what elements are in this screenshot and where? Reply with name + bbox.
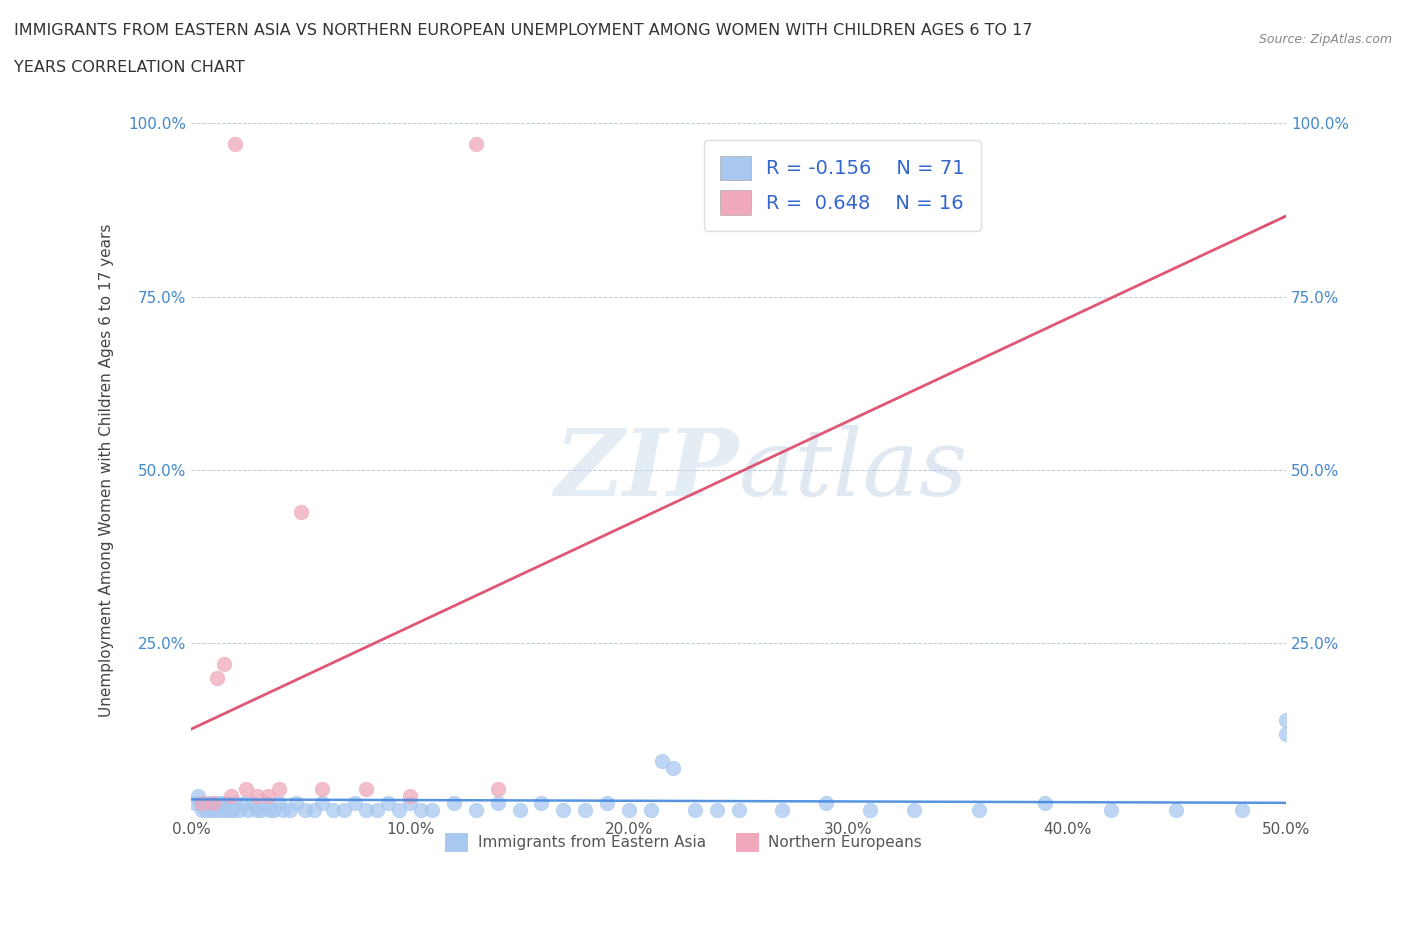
Point xyxy=(399,789,422,804)
Text: Source: ZipAtlas.com: Source: ZipAtlas.com xyxy=(1258,33,1392,46)
Point xyxy=(191,795,214,810)
Point xyxy=(204,795,226,810)
Point xyxy=(727,803,749,817)
Point xyxy=(1033,795,1056,810)
Point xyxy=(191,803,214,817)
Point xyxy=(443,795,465,810)
Point xyxy=(322,803,344,817)
Point xyxy=(259,803,281,817)
Point xyxy=(254,795,277,810)
Point xyxy=(486,795,509,810)
Point xyxy=(211,803,233,817)
Point xyxy=(219,803,242,817)
Point xyxy=(356,803,378,817)
Point xyxy=(267,781,290,796)
Point xyxy=(553,803,575,817)
Point xyxy=(366,803,388,817)
Point xyxy=(207,671,229,685)
Text: atlas: atlas xyxy=(738,425,969,515)
Point xyxy=(662,761,685,776)
Point xyxy=(596,795,619,810)
Point xyxy=(207,803,229,817)
Point xyxy=(188,795,211,810)
Point xyxy=(1166,803,1188,817)
Point xyxy=(212,795,235,810)
Point xyxy=(1230,803,1253,817)
Text: IMMIGRANTS FROM EASTERN ASIA VS NORTHERN EUROPEAN UNEMPLOYMENT AMONG WOMEN WITH : IMMIGRANTS FROM EASTERN ASIA VS NORTHERN… xyxy=(14,23,1032,38)
Point xyxy=(574,803,596,817)
Point xyxy=(228,803,250,817)
Point xyxy=(184,795,207,810)
Point xyxy=(464,803,486,817)
Point xyxy=(187,789,209,804)
Text: ZIP: ZIP xyxy=(554,425,738,515)
Point xyxy=(903,803,925,817)
Point xyxy=(969,803,991,817)
Legend: Immigrants from Eastern Asia, Northern Europeans: Immigrants from Eastern Asia, Northern E… xyxy=(440,827,928,857)
Point xyxy=(333,803,356,817)
Point xyxy=(311,781,333,796)
Point xyxy=(246,803,269,817)
Point xyxy=(706,803,728,817)
Point xyxy=(770,803,793,817)
Point xyxy=(256,789,278,804)
Point xyxy=(215,803,238,817)
Point xyxy=(242,795,264,810)
Point xyxy=(1099,803,1122,817)
Point xyxy=(201,795,224,810)
Text: YEARS CORRELATION CHART: YEARS CORRELATION CHART xyxy=(14,60,245,75)
Point xyxy=(278,803,301,817)
Point xyxy=(530,795,553,810)
Point xyxy=(222,803,245,817)
Point xyxy=(356,781,378,796)
Point xyxy=(236,803,259,817)
Point xyxy=(250,803,273,817)
Point xyxy=(219,789,242,804)
Point xyxy=(235,781,257,796)
Point xyxy=(815,795,838,810)
Point xyxy=(195,803,218,817)
Point xyxy=(193,795,215,810)
Point xyxy=(683,803,706,817)
Point xyxy=(617,803,640,817)
Point xyxy=(267,795,290,810)
Point xyxy=(217,795,239,810)
Point xyxy=(290,504,312,519)
Point xyxy=(399,795,422,810)
Point xyxy=(224,137,246,152)
Point xyxy=(859,803,882,817)
Point xyxy=(224,795,246,810)
Point xyxy=(201,803,224,817)
Point xyxy=(263,803,285,817)
Point xyxy=(509,803,531,817)
Point xyxy=(1275,726,1298,741)
Point xyxy=(311,795,333,810)
Point xyxy=(197,795,219,810)
Point xyxy=(212,657,235,671)
Point xyxy=(208,795,231,810)
Point xyxy=(486,781,509,796)
Point xyxy=(640,803,662,817)
Point xyxy=(302,803,325,817)
Point xyxy=(246,789,269,804)
Point xyxy=(409,803,432,817)
Point xyxy=(464,137,486,152)
Point xyxy=(285,795,308,810)
Point xyxy=(420,803,443,817)
Y-axis label: Unemployment Among Women with Children Ages 6 to 17 years: Unemployment Among Women with Children A… xyxy=(100,223,114,717)
Point xyxy=(651,754,673,769)
Point xyxy=(377,795,399,810)
Point xyxy=(294,803,316,817)
Point xyxy=(1275,712,1298,727)
Point xyxy=(344,795,367,810)
Point xyxy=(271,803,294,817)
Point xyxy=(200,803,222,817)
Point xyxy=(232,795,254,810)
Point xyxy=(388,803,411,817)
